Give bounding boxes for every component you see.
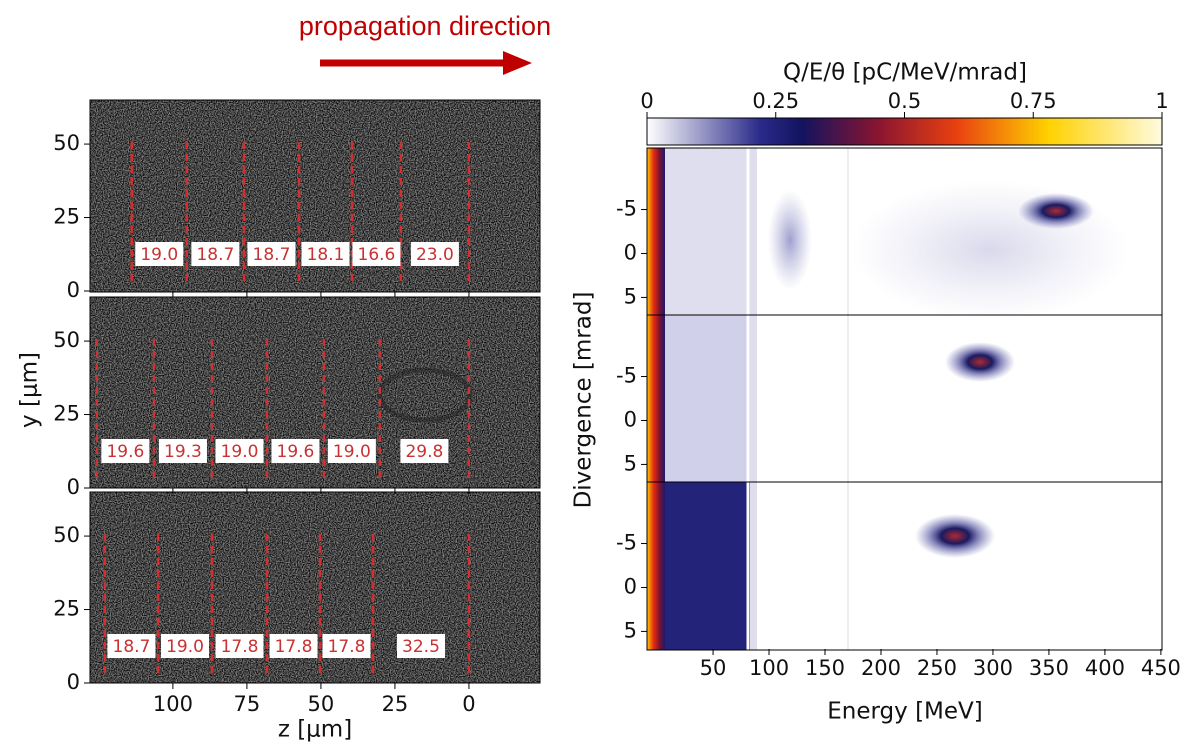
measurement-label: 17.8 (221, 637, 259, 657)
y-tick-label: -5 (616, 531, 637, 555)
y-tick-label: 0 (624, 240, 637, 264)
measurement-box (247, 242, 296, 266)
y-tick-label: 50 (53, 328, 80, 352)
arrow-head (503, 51, 532, 75)
annotation: propagation direction (299, 11, 551, 41)
measurement-label: 19.3 (164, 442, 202, 462)
x-axis-label: z [μm] (278, 717, 352, 743)
measurement-box (107, 634, 156, 658)
measurement-box (215, 634, 264, 658)
colorbar-tick-label: 0.75 (1010, 89, 1057, 113)
x-tick-label: 0 (462, 692, 475, 716)
measurement-label: 18.7 (253, 245, 291, 265)
colorbar-tick-label: 0 (640, 89, 653, 113)
measurement-label: 19.6 (106, 442, 144, 462)
x-tick-label: 100 (749, 656, 789, 680)
y-tick-label: 5 (624, 284, 637, 308)
y-tick-label: 50 (53, 523, 80, 547)
shadowgraph-images (89, 99, 541, 684)
x-tick-label: 50 (308, 692, 335, 716)
colorbar-tick-label: 1 (1155, 89, 1168, 113)
measurement-label: 19.0 (221, 442, 259, 462)
x-tick-label: 150 (805, 656, 845, 680)
measurement-label: 23.0 (416, 245, 454, 265)
y-tick-label: 0 (67, 278, 80, 302)
measurement-box (301, 242, 350, 266)
measurement-box (352, 242, 401, 266)
measurement-box (396, 634, 445, 658)
y-tick-label: 25 (53, 402, 80, 426)
y-axis-label: Divergence [mrad] (571, 292, 597, 509)
measurement-box (158, 439, 207, 463)
y-tick-label: 0 (624, 574, 637, 598)
x-tick-label: 350 (1029, 656, 1069, 680)
x-tick-label: 100 (153, 692, 193, 716)
measurement-label: 29.8 (405, 442, 443, 462)
measurement-label: 32.5 (402, 637, 440, 657)
measurement-box (400, 439, 449, 463)
y-tick-label: 5 (624, 451, 637, 475)
y-tick-label: 0 (624, 407, 637, 431)
x-tick-label: 250 (917, 656, 957, 680)
y-tick-label: 0 (67, 475, 80, 499)
x-tick-label: 450 (1141, 656, 1181, 680)
measurement-box (135, 242, 184, 266)
spectra (646, 117, 1163, 651)
measurement-label: 18.7 (196, 245, 234, 265)
measurement-label: 18.7 (113, 637, 151, 657)
y-tick-label: 0 (67, 670, 80, 694)
x-tick-label: 300 (973, 656, 1013, 680)
x-axis-label: Energy [MeV] (827, 699, 983, 725)
measurement-label: 16.6 (358, 245, 396, 265)
measurement-box (161, 634, 210, 658)
measurement-box (269, 634, 318, 658)
measurement-box (322, 634, 371, 658)
measurement-box (410, 242, 459, 266)
measurement-label: 19.6 (277, 442, 315, 462)
measurement-label: 19.0 (333, 442, 371, 462)
measurement-label: 17.8 (275, 637, 313, 657)
colorbar-tick-label: 0.5 (888, 89, 921, 113)
measurement-box (327, 439, 376, 463)
measurement-box (191, 242, 240, 266)
y-axis-label: y [μm] (17, 352, 43, 428)
x-tick-label: 400 (1085, 656, 1125, 680)
colorbar-label: Q/E/θ [pC/MeV/mrad] (783, 60, 1027, 86)
measurement-label: 18.1 (307, 245, 345, 265)
y-tick-label: 25 (53, 597, 80, 621)
measurement-label: 19.0 (140, 245, 178, 265)
x-tick-label: 25 (382, 692, 409, 716)
y-tick-label: 5 (624, 618, 637, 642)
measurement-box (215, 439, 264, 463)
colorbar-tick-label: 0.25 (752, 89, 799, 113)
measurement-box (271, 439, 320, 463)
y-tick-label: 50 (53, 131, 80, 155)
y-tick-label: 25 (53, 205, 80, 229)
y-tick-label: -5 (616, 197, 637, 221)
measurement-box (101, 439, 150, 463)
y-tick-label: -5 (616, 364, 637, 388)
x-tick-label: 50 (700, 656, 727, 680)
x-tick-label: 75 (234, 692, 261, 716)
measurement-label: 17.8 (328, 637, 366, 657)
x-tick-label: 200 (861, 656, 901, 680)
measurement-label: 19.0 (166, 637, 204, 657)
